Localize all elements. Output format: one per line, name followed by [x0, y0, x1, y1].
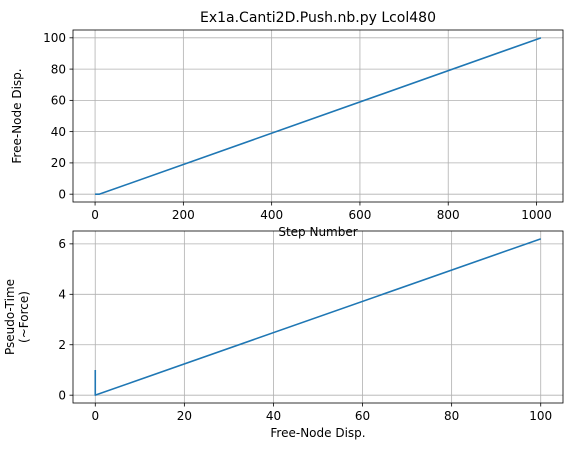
- x-tick-label: 80: [444, 409, 459, 423]
- y-axis-label-line: Pseudo-Time: [3, 279, 17, 355]
- x-tick-label: 200: [172, 208, 195, 222]
- x-tick-label: 60: [355, 409, 370, 423]
- top-chart: 0 200 400 600 800 1000 0 20 40 60 80 100 Ex1a.Canti2…: [10, 10, 564, 239]
- y-axis-label: Pseudo-Time(~Force): [3, 279, 31, 355]
- y-tick-label: 0: [58, 187, 66, 201]
- x-tick-label: 20: [177, 409, 192, 423]
- y-tick-label: 0: [58, 388, 66, 402]
- x-tick-label: 800: [437, 208, 460, 222]
- y-tick-label: 40: [51, 125, 66, 139]
- x-tick-label: 100: [529, 409, 552, 423]
- x-tick-label: 1000: [521, 208, 552, 222]
- chart-title: Ex1a.Canti2D.Push.nb.py Lcol480: [200, 10, 436, 26]
- y-tick-label: 6: [58, 237, 66, 251]
- series-line: [95, 37, 542, 195]
- bottom-chart: 0 20 40 60 80 100 0 2 4 6 Free-Node Disp. Pseudo-Ti…: [3, 230, 564, 440]
- y-axis-label: Free-Node Disp.: [10, 68, 24, 163]
- y-tick-label: 100: [43, 31, 66, 45]
- x-tick-label: 600: [348, 208, 371, 222]
- y-tick-label: 20: [51, 156, 66, 170]
- y-tick-label: 2: [58, 338, 66, 352]
- y-tick-label: 60: [51, 94, 66, 108]
- x-tick-label: 40: [266, 409, 281, 423]
- x-tick-label: 0: [91, 208, 99, 222]
- y-tick-label: 4: [58, 288, 66, 302]
- series-line: [94, 238, 541, 396]
- x-axis-label: Step Number: [278, 225, 357, 239]
- x-axis-label: Free-Node Disp.: [270, 426, 365, 440]
- y-axis-label-line: Free-Node Disp.: [10, 68, 24, 163]
- y-tick-label: 80: [51, 62, 66, 76]
- y-axis-label-line: (~Force): [17, 291, 31, 343]
- x-tick-label: 0: [91, 409, 99, 423]
- plot-frame: [72, 230, 564, 404]
- plot-frame: [72, 29, 564, 203]
- x-tick-label: 400: [260, 208, 283, 222]
